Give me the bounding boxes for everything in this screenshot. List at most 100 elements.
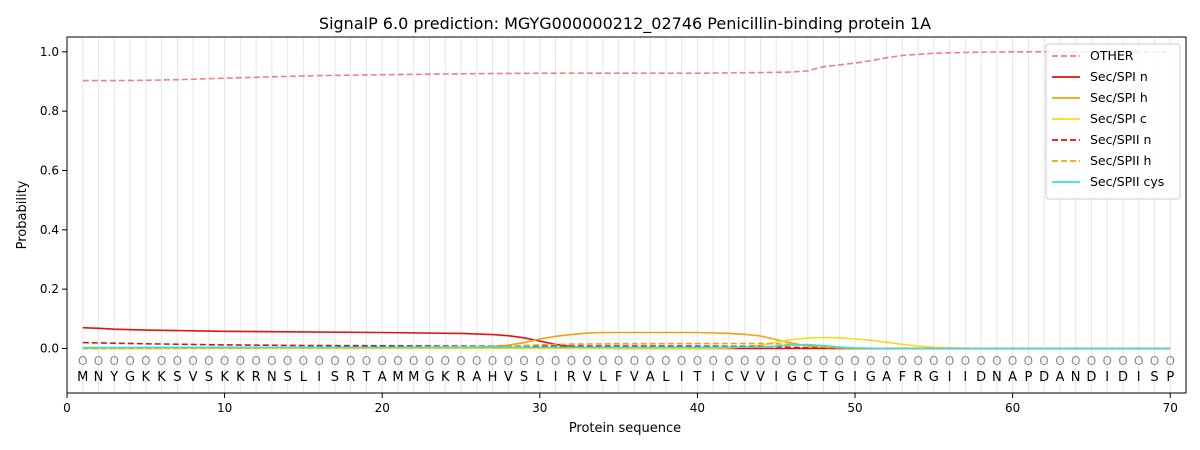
- region-label: O: [78, 354, 87, 368]
- region-label: O: [157, 354, 166, 368]
- region-label: O: [787, 354, 796, 368]
- x-tick-label: 70: [1163, 401, 1178, 415]
- residue-label: K: [441, 370, 450, 385]
- region-label: O: [204, 354, 213, 368]
- region-label: O: [1039, 354, 1048, 368]
- residue-label: G: [787, 370, 797, 385]
- region-label: O: [535, 354, 544, 368]
- legend-entry: Sec/SPII n: [1090, 132, 1151, 147]
- region-label: O: [740, 354, 749, 368]
- residue-label: D: [976, 370, 986, 385]
- residue-label: L: [599, 370, 607, 385]
- region-label: O: [803, 354, 812, 368]
- residue-label: P: [1166, 370, 1174, 385]
- region-label: O: [1150, 354, 1159, 368]
- region-label: O: [819, 354, 828, 368]
- residue-label: V: [756, 370, 765, 385]
- residue-label: V: [583, 370, 592, 385]
- region-label: O: [362, 354, 371, 368]
- region-label: O: [1055, 354, 1064, 368]
- region-label: O: [94, 354, 103, 368]
- region-label: O: [267, 354, 276, 368]
- region-label: O: [283, 354, 292, 368]
- region-label: O: [567, 354, 576, 368]
- region-label: O: [976, 354, 985, 368]
- residue-label: D: [1086, 370, 1096, 385]
- residue-label: H: [488, 370, 498, 385]
- residue-label: R: [567, 370, 576, 385]
- legend: OTHER Sec/SPI n Sec/SPI h Sec/SPI c Sec/SPII…: [1045, 43, 1181, 200]
- region-label: O: [945, 354, 954, 368]
- y-axis-ticks: 0.0 0.2 0.4 0.6 0.8 1.0: [40, 45, 67, 356]
- residue-label: A: [378, 370, 387, 385]
- residue-label: L: [662, 370, 670, 385]
- series-line-sec-spii-cys: [82, 343, 1171, 350]
- region-label: O: [456, 354, 465, 368]
- residue-label: N: [94, 370, 104, 385]
- residue-label: P: [1024, 370, 1032, 385]
- y-tick-label: 0.0: [40, 342, 59, 356]
- x-tick-label: 10: [217, 401, 232, 415]
- residue-label: G: [929, 370, 939, 385]
- region-label: O: [141, 354, 150, 368]
- region-label: O: [771, 354, 780, 368]
- residue-label: V: [630, 370, 639, 385]
- plot-frame: [66, 36, 1187, 394]
- residue-label: T: [692, 370, 701, 385]
- region-label: O: [1102, 354, 1111, 368]
- residue-label: A: [646, 370, 655, 385]
- region-label: O: [488, 354, 497, 368]
- region-label: O: [1118, 354, 1127, 368]
- region-label: O: [913, 354, 922, 368]
- residue-label: C: [803, 370, 812, 385]
- y-axis-label: Probability: [15, 180, 30, 249]
- region-label: O: [409, 354, 418, 368]
- residue-label: V: [189, 370, 198, 385]
- x-tick-label: 60: [1005, 401, 1020, 415]
- region-label: O: [1134, 354, 1143, 368]
- residue-label: I: [963, 370, 967, 385]
- region-label: O: [236, 354, 245, 368]
- region-label: O: [1071, 354, 1080, 368]
- chart-title: SignalP 6.0 prediction: MGYG000000212_02…: [319, 14, 931, 34]
- y-tick-label: 0.4: [40, 223, 59, 237]
- legend-entry: Sec/SPII cys: [1090, 174, 1164, 189]
- region-label: O: [393, 354, 402, 368]
- legend-entry: Sec/SPI n: [1090, 69, 1148, 84]
- region-label: O: [551, 354, 560, 368]
- residue-label: S: [520, 370, 528, 385]
- residue-label: I: [774, 370, 778, 385]
- residue-label: M: [408, 370, 419, 385]
- legend-entry: Sec/SPI c: [1090, 111, 1147, 126]
- region-label: O: [330, 354, 339, 368]
- x-axis-label: Protein sequence: [569, 421, 681, 436]
- legend-entry: Sec/SPII h: [1090, 153, 1151, 168]
- region-label: O: [992, 354, 1001, 368]
- series-line-other: [82, 50, 1171, 82]
- residue-label: I: [948, 370, 952, 385]
- residue-label: K: [220, 370, 229, 385]
- residue-label: I: [711, 370, 715, 385]
- region-label: O: [598, 354, 607, 368]
- y-tick-label: 0.2: [40, 282, 59, 296]
- residue-label: N: [267, 370, 277, 385]
- region-label: O: [1008, 354, 1017, 368]
- region-label: O: [251, 354, 260, 368]
- region-label: O: [441, 354, 450, 368]
- residue-label: I: [1105, 370, 1109, 385]
- residue-label: I: [853, 370, 857, 385]
- region-label: O: [346, 354, 355, 368]
- series-line-sec-spii-n: [82, 341, 1171, 350]
- y-tick-label: 1.0: [40, 45, 59, 59]
- residue-label: K: [142, 370, 151, 385]
- residue-label: R: [456, 370, 465, 385]
- region-label: O: [299, 354, 308, 368]
- residue-label: M: [392, 370, 403, 385]
- region-label: O: [110, 354, 119, 368]
- region-label: O: [961, 354, 970, 368]
- region-label: O: [1024, 354, 1033, 368]
- residue-label: A: [1008, 370, 1017, 385]
- residue-label: G: [866, 370, 876, 385]
- residue-label: M: [77, 370, 88, 385]
